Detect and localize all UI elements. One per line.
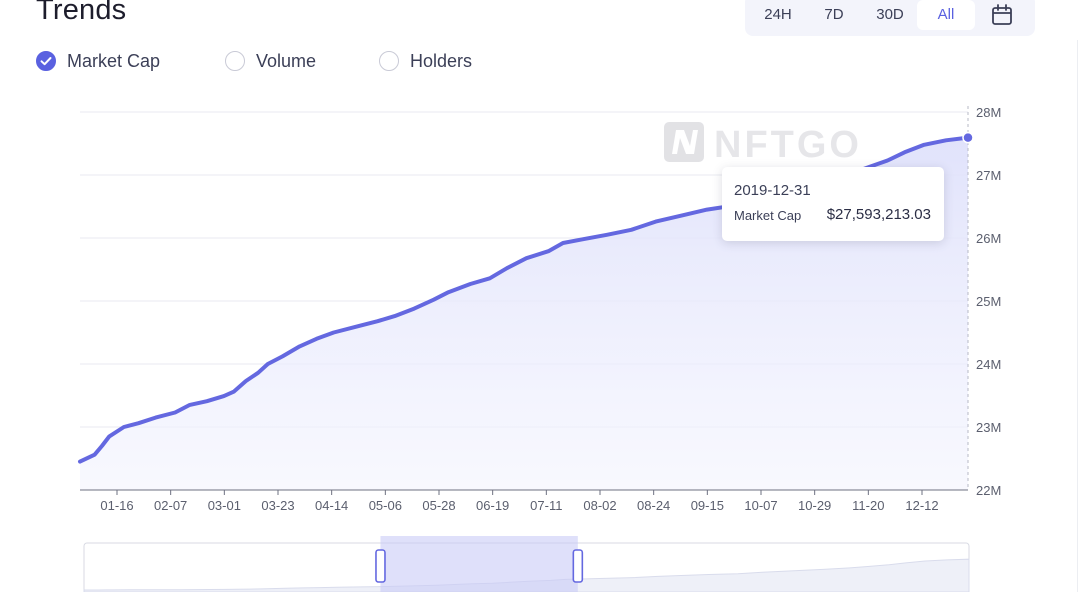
x-tick-label: 03-23 xyxy=(261,498,294,513)
metric-label-market-cap: Market Cap xyxy=(67,50,161,71)
range-all-button[interactable]: All xyxy=(917,0,975,30)
calendar-icon[interactable] xyxy=(988,0,1016,30)
x-tick-label: 11-20 xyxy=(852,498,884,513)
metric-label-volume: Volume xyxy=(256,50,317,71)
x-tick-label: 05-28 xyxy=(422,498,455,513)
panel-divider xyxy=(1077,40,1078,592)
unchecked-radio-icon[interactable] xyxy=(379,51,399,71)
tooltip-value: $27,593,213.03 xyxy=(826,206,931,223)
checked-radio-icon[interactable] xyxy=(36,51,56,71)
x-tick-label: 04-14 xyxy=(315,498,348,513)
metric-market-cap[interactable]: Market Cap xyxy=(36,48,160,74)
zoom-handle-left[interactable] xyxy=(375,549,386,583)
page-title: Trends xyxy=(36,0,127,26)
y-tick-label: 24M xyxy=(976,357,1001,372)
watermark: NFTGO xyxy=(664,122,862,166)
range-7d-button[interactable]: 7D xyxy=(824,6,844,23)
nftgo-logo-icon xyxy=(664,122,704,162)
y-tick-label: 28M xyxy=(976,105,1001,120)
x-tick-label: 05-06 xyxy=(369,498,402,513)
range-30d-button[interactable]: 30D xyxy=(876,6,904,23)
zoom-handle-right[interactable] xyxy=(572,549,584,583)
x-tick-label: 08-02 xyxy=(583,498,616,513)
x-tick-label: 07-11 xyxy=(530,498,562,513)
time-range-selector: 24H 7D 30D All xyxy=(745,0,1035,36)
x-tick-label: 10-29 xyxy=(798,498,831,513)
y-tick-label: 25M xyxy=(976,294,1001,309)
y-tick-label: 23M xyxy=(976,420,1001,435)
y-tick-label: 27M xyxy=(976,168,1001,183)
y-tick-label: 26M xyxy=(976,231,1001,246)
zoom-selection xyxy=(380,536,578,592)
x-tick-label: 10-07 xyxy=(744,498,777,513)
x-tick-label: 09-15 xyxy=(691,498,724,513)
hover-point-marker xyxy=(962,131,974,144)
metric-holders[interactable]: Holders xyxy=(379,48,472,74)
chart-tooltip: 2019-12-31 Market Cap $27,593,213.03 xyxy=(722,167,944,241)
y-tick-label: 22M xyxy=(976,483,1001,498)
unchecked-radio-icon[interactable] xyxy=(225,51,245,71)
range-24h-button[interactable]: 24H xyxy=(764,6,792,23)
x-tick-label: 12-12 xyxy=(905,498,938,513)
x-tick-label: 06-19 xyxy=(476,498,509,513)
watermark-text: NFTGO xyxy=(714,124,862,166)
x-tick-label: 03-01 xyxy=(208,498,241,513)
x-tick-label: 08-24 xyxy=(637,498,670,513)
metric-label-holders: Holders xyxy=(410,50,473,71)
axes: 22M 23M 24M 25M 26M 27M 28M 01-16 02-07 03-01 03-2… xyxy=(80,105,1001,513)
series-marker-layer xyxy=(962,106,974,490)
tooltip-series-label: Market Cap xyxy=(734,208,802,223)
metric-volume[interactable]: Volume xyxy=(225,48,316,74)
data-zoom-slider[interactable] xyxy=(83,536,970,592)
tooltip-date: 2019-12-31 xyxy=(734,182,811,199)
x-tick-label: 01-16 xyxy=(100,498,133,513)
x-tick-label: 02-07 xyxy=(154,498,187,513)
